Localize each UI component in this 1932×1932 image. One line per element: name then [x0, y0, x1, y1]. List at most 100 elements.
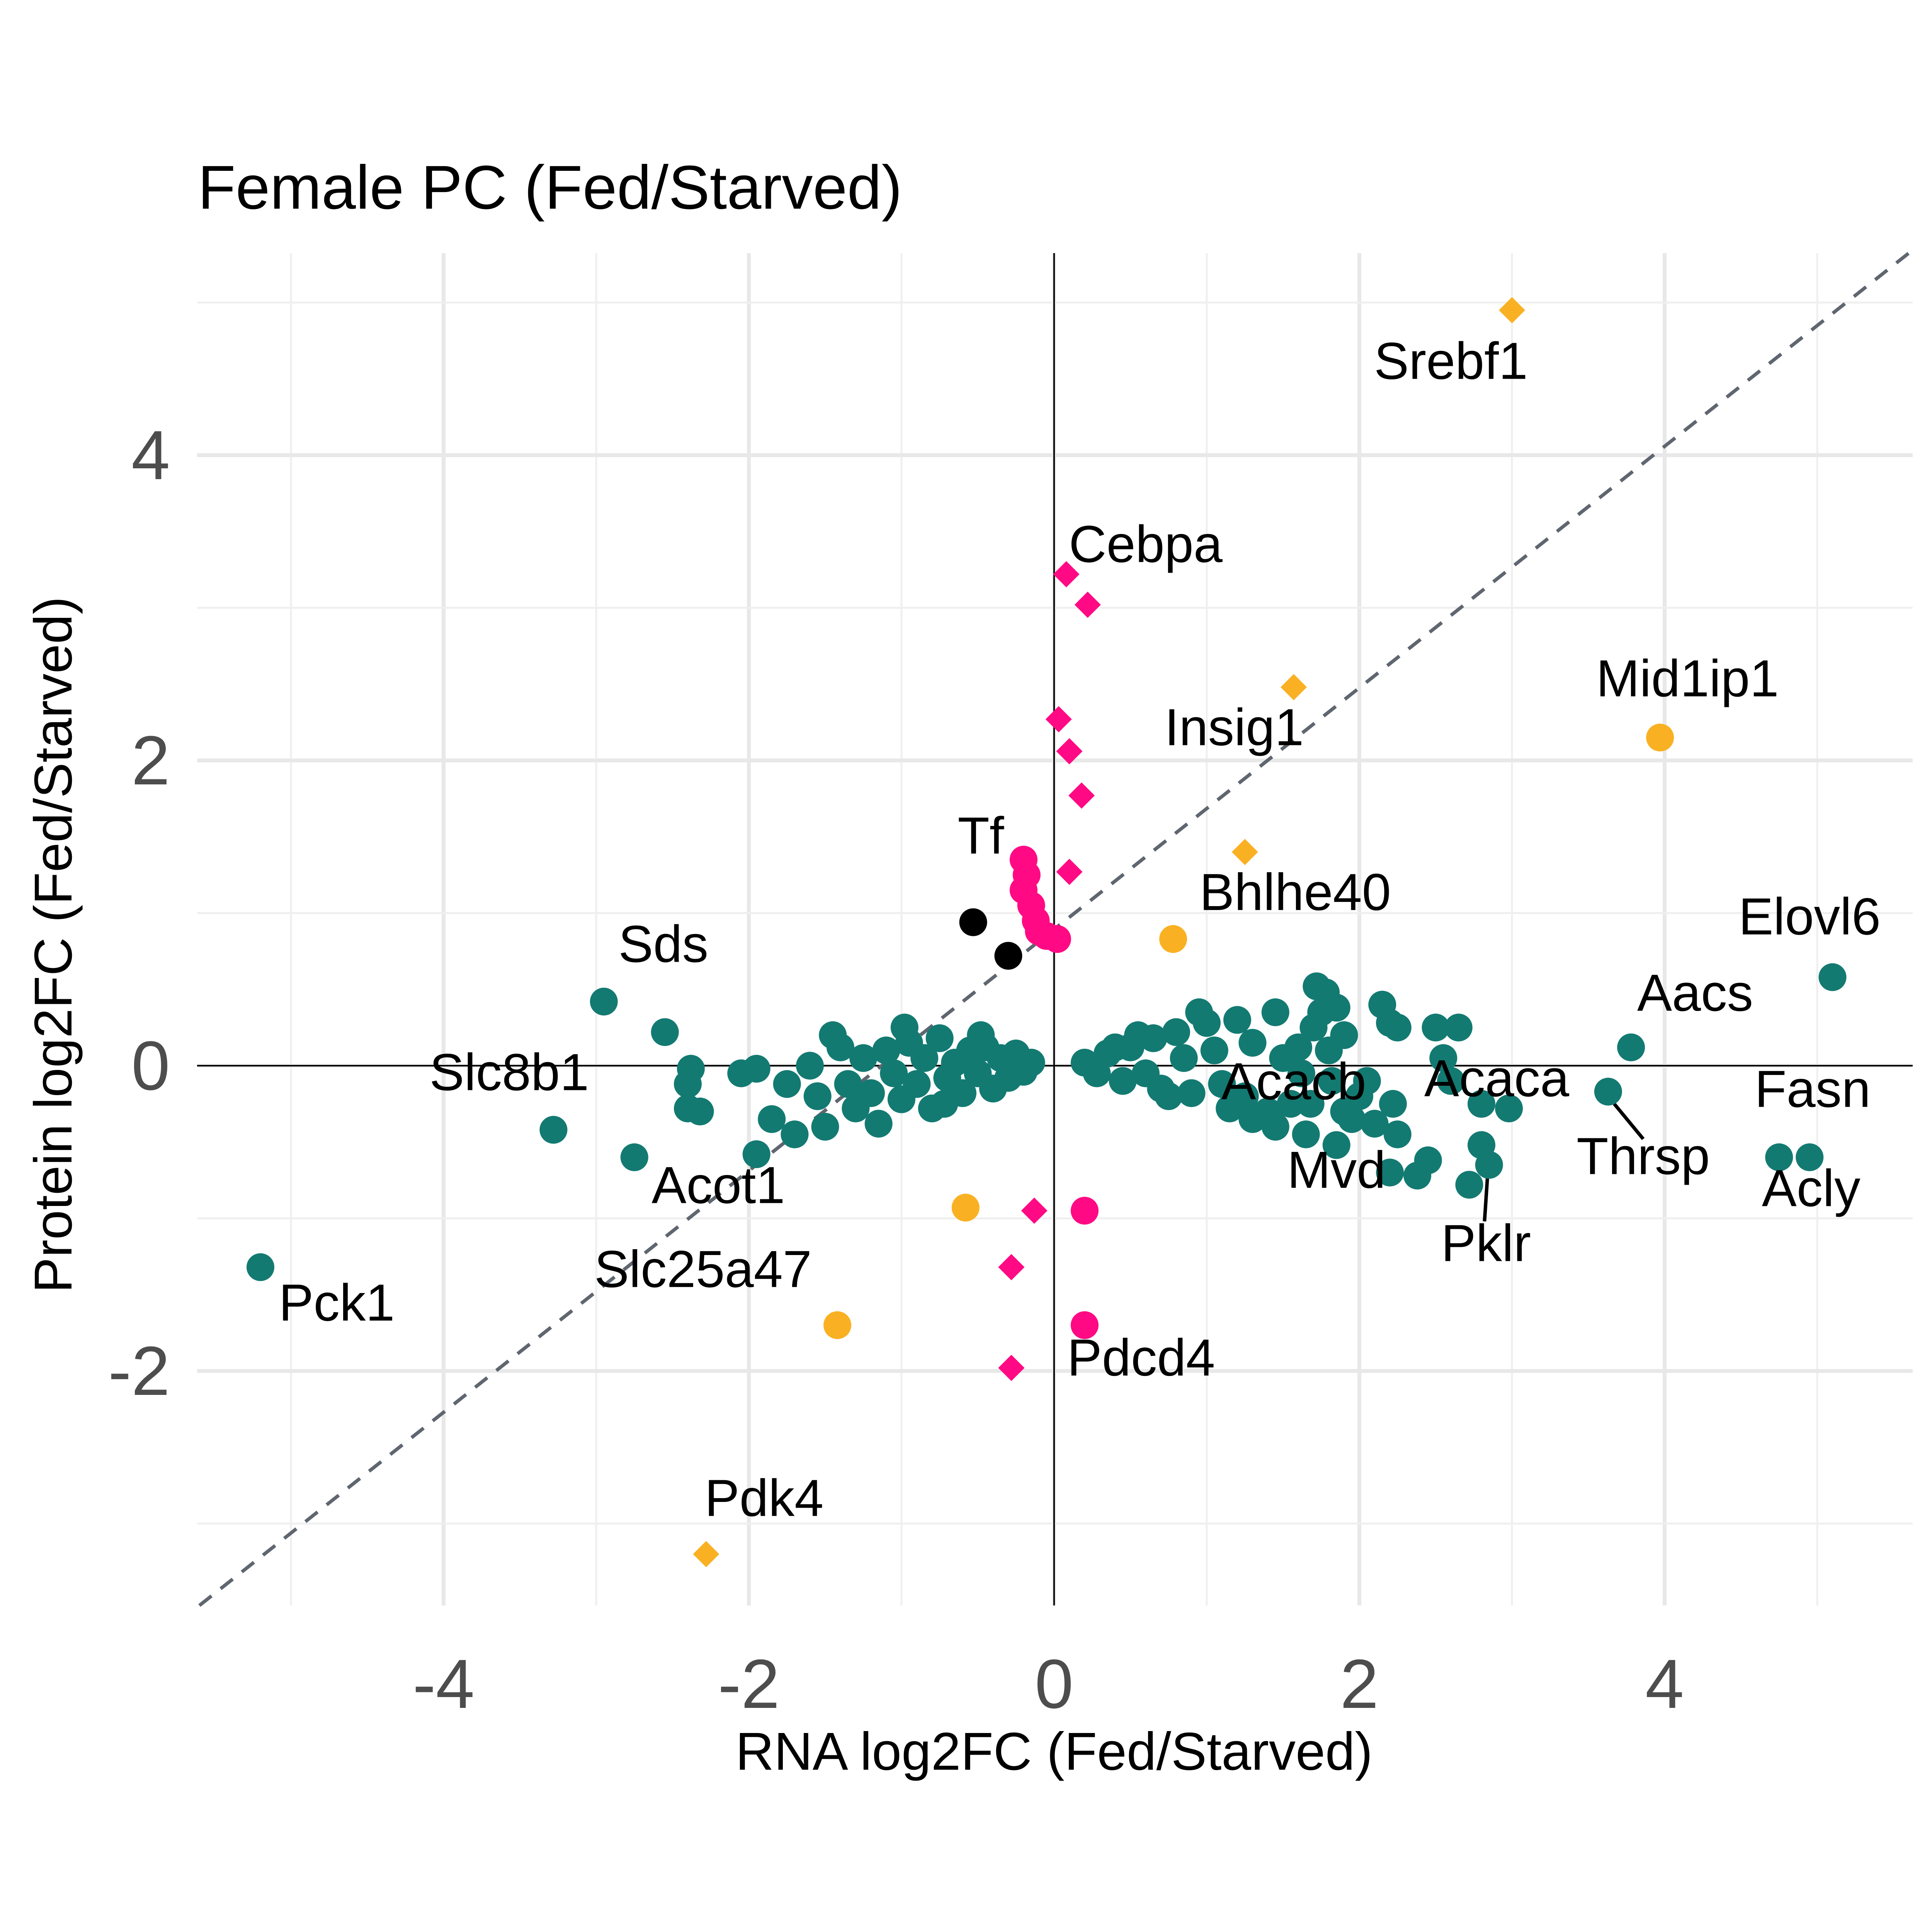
data-point-circle: [880, 1059, 908, 1087]
data-point-circle: [994, 942, 1022, 970]
y-tick-label: -2: [108, 1332, 170, 1410]
data-point-circle: [1468, 1131, 1495, 1159]
data-point-circle: [1322, 993, 1350, 1022]
data-point-circle: [1338, 1105, 1366, 1133]
data-point-circle: [849, 1044, 878, 1072]
gene-label: Srebf1: [1374, 332, 1528, 390]
gene-label: Pck1: [279, 1274, 395, 1332]
leader-line: [1483, 1175, 1490, 1222]
data-point-circle: [1345, 1082, 1373, 1110]
data-point-circle: [796, 1052, 824, 1080]
data-point-circle: [1383, 1120, 1412, 1148]
data-point-circle: [1261, 1113, 1289, 1141]
gene-label: Slc25a47: [594, 1240, 812, 1298]
y-axis-title: Protein log2FC (Fed/Starved): [24, 597, 83, 1293]
data-point-circle: [1383, 1014, 1412, 1042]
data-point-circle: [1287, 1059, 1315, 1087]
data-point-circle: [1017, 1049, 1045, 1077]
data-point-circle: [1238, 1105, 1267, 1133]
data-point-circle: [590, 988, 618, 1016]
data-point-circle: [857, 1079, 885, 1107]
gene-label: Acly: [1762, 1159, 1861, 1217]
data-point-circle: [758, 1105, 786, 1133]
gene-label: Insig1: [1165, 698, 1304, 757]
data-point-circle: [1292, 1120, 1320, 1148]
data-point-circle: [910, 1044, 939, 1072]
data-point-circle: [1444, 1014, 1473, 1042]
data-point-circle: [925, 1024, 954, 1052]
gene-label: Acaca: [1424, 1049, 1570, 1107]
data-point-circle: [620, 1143, 648, 1171]
chart-title: Female PC (Fed/Starved): [198, 153, 902, 222]
data-point-circle: [1162, 1018, 1190, 1046]
data-point-diamond: [1053, 561, 1080, 588]
data-point-circle: [1617, 1033, 1645, 1061]
data-point-diamond: [1068, 782, 1095, 809]
data-point-circle: [1159, 925, 1187, 953]
gene-label: Acot1: [651, 1156, 785, 1214]
data-point-diamond: [1056, 859, 1083, 885]
x-tick-label: 4: [1645, 1645, 1684, 1723]
data-point-diamond: [998, 1254, 1025, 1281]
data-point-circle: [1495, 1094, 1523, 1122]
data-point-circle: [890, 1014, 918, 1042]
data-point-diamond: [1499, 297, 1525, 323]
gene-label: Elovl6: [1738, 887, 1881, 946]
data-point-circle: [1200, 1036, 1228, 1065]
data-point-circle: [1818, 963, 1847, 991]
data-point-circle: [1468, 1090, 1495, 1118]
data-point-diamond: [1231, 839, 1258, 865]
data-point-circle: [1071, 1311, 1099, 1339]
data-point-circle: [1155, 1082, 1183, 1110]
label-leader-lines: [1483, 1102, 1645, 1222]
x-tick-label: -2: [718, 1645, 780, 1723]
tick-labels: -4 -2 0 2 4 -2 0 2 4: [108, 417, 1684, 1723]
data-point-circle: [834, 1070, 862, 1098]
data-point-circle: [1216, 1094, 1244, 1122]
data-point-circle: [1437, 1067, 1465, 1095]
data-point-circle: [1185, 998, 1213, 1026]
data-point-circle: [1361, 1110, 1389, 1138]
x-tick-label: 0: [1035, 1645, 1073, 1723]
data-point-circle: [773, 1070, 801, 1098]
data-point-circle: [864, 1110, 893, 1138]
gene-label: Pdcd4: [1067, 1328, 1215, 1387]
data-point-circle: [1177, 1079, 1206, 1107]
data-point-circle: [742, 1140, 770, 1168]
data-point-circle: [1429, 1044, 1458, 1072]
data-point-circle: [1223, 1006, 1251, 1034]
data-point-circle: [930, 1090, 958, 1118]
data-point-circle: [1422, 1014, 1450, 1042]
data-point-circle: [1330, 1021, 1358, 1049]
data-point-diamond: [998, 1355, 1025, 1381]
data-point-circle: [823, 1311, 852, 1339]
data-point-circle: [742, 1054, 770, 1083]
data-point-circle: [1109, 1067, 1137, 1095]
data-point-circle: [1414, 1146, 1442, 1174]
data-point-diamond: [1074, 592, 1101, 618]
data-point-circle: [1071, 1197, 1099, 1225]
data-point-circle: [1376, 1158, 1404, 1187]
data-point-circle: [1765, 1143, 1793, 1171]
gene-label: Mvd: [1287, 1141, 1386, 1199]
gene-label: Slc8b1: [429, 1043, 589, 1101]
leader-line: [1613, 1102, 1645, 1140]
data-point-circle: [247, 1253, 274, 1281]
data-point-circle: [1296, 1090, 1325, 1118]
data-point-circle: [951, 1194, 980, 1222]
data-point-circle: [1124, 1021, 1152, 1049]
data-point-circle: [1238, 1029, 1267, 1057]
y-tick-label: 0: [131, 1027, 170, 1105]
x-tick-label: -4: [413, 1645, 474, 1723]
gene-labels: Srebf1 Cebpa Mid1ip1 Insig1 Tf Bhlhe40 Elovl6 S…: [279, 332, 1881, 1527]
data-points: [247, 297, 1847, 1567]
data-point-circle: [1646, 723, 1674, 752]
data-point-circle: [686, 1097, 714, 1126]
gene-label: Sds: [618, 915, 708, 973]
data-point-circle: [1261, 998, 1289, 1026]
data-point-circle: [1208, 1070, 1236, 1098]
y-tick-label: 2: [131, 722, 170, 799]
data-point-diamond: [1056, 738, 1083, 765]
data-point-circle: [781, 1120, 809, 1148]
